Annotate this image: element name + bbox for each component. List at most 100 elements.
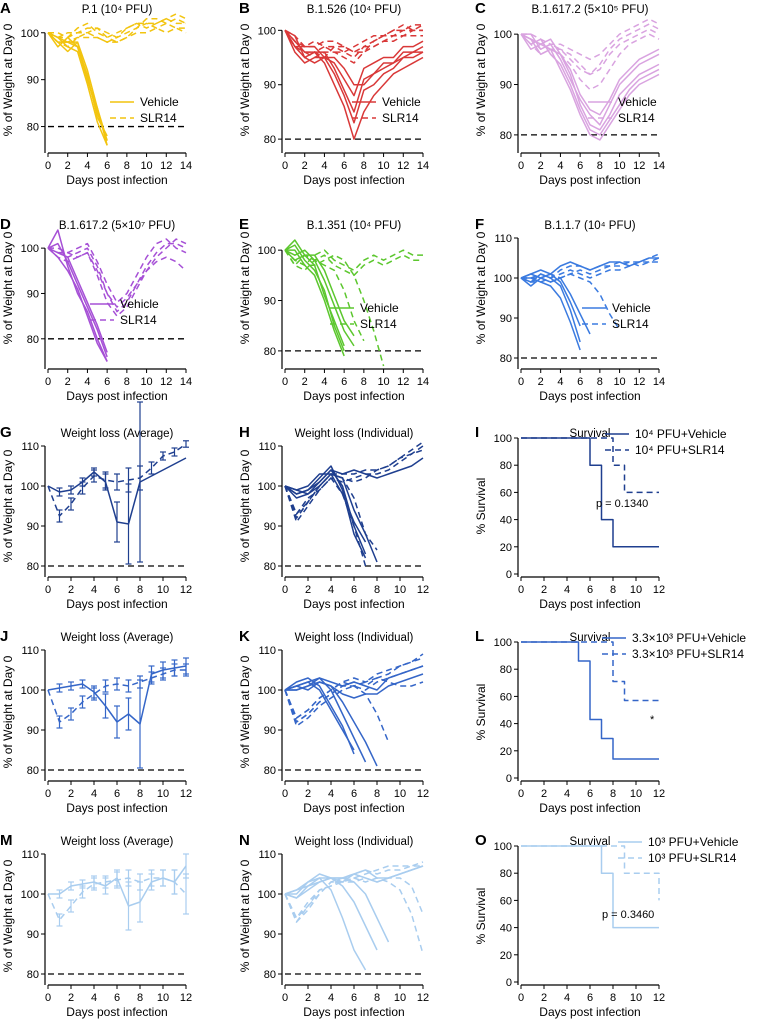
- panel-b: B B.1.526 (10⁴ PFU) 80 90 100 0 2 4 6 8 10 12 14 Days…: [238, 0, 429, 187]
- series-line-slr14: [47, 242, 187, 313]
- x-tick-label: 2: [541, 788, 547, 800]
- series-line-vehicle: [521, 845, 659, 929]
- y-tick-label: 80: [264, 969, 276, 981]
- x-tick-label: 14: [180, 376, 192, 388]
- x-tick-label: 0: [282, 160, 288, 172]
- y-tick-label: 100: [21, 889, 39, 901]
- x-tick-label: 8: [597, 376, 603, 388]
- y-tick-label: 40: [500, 923, 512, 935]
- x-tick-label: 6: [587, 584, 593, 596]
- y-tick-label: 110: [21, 849, 39, 861]
- series-line-slr14: [47, 247, 187, 308]
- series-line-slr14: [520, 261, 659, 283]
- panel-title: B.1.351 (10⁴ PFU): [307, 220, 402, 232]
- panel-title: B.1.1.7 (10⁴ PFU): [544, 220, 635, 232]
- x-tick-label: 8: [610, 788, 616, 800]
- panel-letter: C: [475, 0, 486, 17]
- x-tick-label: 4: [328, 992, 334, 1004]
- x-tick-label: 14: [417, 376, 429, 388]
- series-line-slr14: [284, 249, 423, 272]
- annotation-text: p = 0.1340: [596, 498, 648, 510]
- y-axis-label: % of Weight at Day 0: [474, 23, 488, 136]
- x-tick-label: 12: [653, 584, 665, 596]
- legend-label: Vehicle: [618, 95, 657, 109]
- series-line-vehicle: [521, 641, 659, 760]
- panel-letter: N: [239, 832, 250, 849]
- panel-title: Survival: [570, 428, 611, 440]
- y-axis-label: % of Weight at Day 0: [238, 859, 252, 972]
- legend-label: 10⁴ PFU+SLR14: [635, 443, 725, 457]
- series-line-vehicle: [521, 277, 581, 351]
- x-tick-label: 4: [328, 584, 334, 596]
- legend-label: 3.3×10³ PFU+Vehicle: [632, 631, 746, 645]
- x-tick-label: 6: [587, 788, 593, 800]
- x-tick-label: 12: [417, 788, 429, 800]
- x-tick-label: 6: [114, 788, 120, 800]
- y-tick-label: 20: [500, 542, 512, 554]
- panel-letter: J: [0, 628, 8, 645]
- x-tick-label: 0: [282, 376, 288, 388]
- x-tick-label: 10: [140, 376, 152, 388]
- annotation-text: *: [650, 714, 655, 726]
- x-tick-label: 10: [630, 992, 642, 1004]
- y-tick-label: 80: [264, 561, 276, 573]
- series-line-vehicle: [47, 229, 108, 362]
- x-tick-label: 14: [653, 160, 665, 172]
- y-tick-label: 100: [494, 637, 512, 649]
- y-tick-label: 90: [264, 296, 276, 308]
- x-tick-label: 0: [282, 992, 288, 1004]
- y-tick-label: 80: [500, 130, 512, 142]
- series-line-slr14: [284, 29, 423, 59]
- y-tick-label: 90: [27, 288, 39, 300]
- y-axis-label: % of Weight at Day 0: [238, 23, 252, 136]
- y-tick-label: 80: [27, 969, 39, 981]
- x-tick-label: 0: [45, 788, 51, 800]
- series-line-vehicle: [284, 30, 424, 124]
- y-tick-label: 60: [500, 691, 512, 703]
- legend-label: SLR14: [612, 317, 649, 331]
- series-line-vehicle: [520, 273, 581, 343]
- x-tick-label: 4: [321, 160, 327, 172]
- x-tick-label: 6: [341, 376, 347, 388]
- y-tick-label: 40: [500, 719, 512, 731]
- panel-letter: A: [0, 0, 11, 17]
- y-tick-label: 0: [506, 977, 512, 989]
- y-tick-label: 80: [264, 765, 276, 777]
- series-line-slr14: [284, 653, 424, 723]
- y-tick-label: 100: [21, 28, 39, 40]
- x-tick-label: 12: [633, 376, 645, 388]
- series-line-slr14: [521, 18, 660, 61]
- x-tick-label: 6: [577, 160, 583, 172]
- x-tick-label: 2: [538, 376, 544, 388]
- panel-title: B.1.617.2 (5×10⁷ PFU): [59, 220, 176, 232]
- x-tick-label: 6: [104, 160, 110, 172]
- y-tick-label: 100: [258, 245, 276, 257]
- x-tick-label: 6: [351, 992, 357, 1004]
- x-tick-label: 6: [577, 376, 583, 388]
- x-axis-label: Days post infection: [66, 801, 167, 815]
- panel-l: L Survival 0 20 40 60 80 100 0 2 4 6 8 10 12 Days post …: [474, 628, 746, 815]
- x-axis-label: Days post infection: [539, 801, 640, 815]
- x-tick-label: 10: [613, 376, 625, 388]
- panel-f: F B.1.1.7 (10⁴ PFU) 80 90 100 110 0 2 4 6 8 10 12 14 D…: [474, 216, 665, 403]
- series-line-slr14: [47, 238, 187, 317]
- series-line-slr14: [284, 441, 424, 515]
- y-tick-label: 100: [21, 481, 39, 493]
- y-tick-label: 100: [258, 889, 276, 901]
- x-tick-label: 2: [302, 160, 308, 172]
- series-line-vehicle: [47, 457, 187, 525]
- y-tick-label: 110: [494, 233, 512, 245]
- y-tick-label: 90: [27, 929, 39, 941]
- panel-j: J Weight loss (Average) 80 90 100 110 0 2 4 6 8 10 1…: [0, 628, 192, 815]
- panel-n: N Weight loss (Individual) 80 90 100 110 0 2 4 6 8…: [238, 832, 429, 1019]
- panel-e: E B.1.351 (10⁴ PFU) 80 90 100 0 2 4 6 8 10 12 14 Days…: [238, 216, 429, 403]
- y-axis-label: % of Weight at Day 0: [238, 231, 252, 344]
- y-tick-label: 100: [21, 243, 39, 255]
- panel-letter: M: [0, 832, 13, 849]
- panel-o: O Survival 0 20 40 60 80 100 0 2 4 6 8 10 12 Days post …: [474, 832, 739, 1019]
- x-tick-label: 12: [397, 160, 409, 172]
- series-line-vehicle: [284, 249, 355, 347]
- x-tick-label: 10: [613, 160, 625, 172]
- panel-h: H Weight loss (Individual) 80 90 100 110 0 2 4 6 8…: [238, 424, 429, 611]
- y-axis-label: % of Weight at Day 0: [1, 231, 15, 344]
